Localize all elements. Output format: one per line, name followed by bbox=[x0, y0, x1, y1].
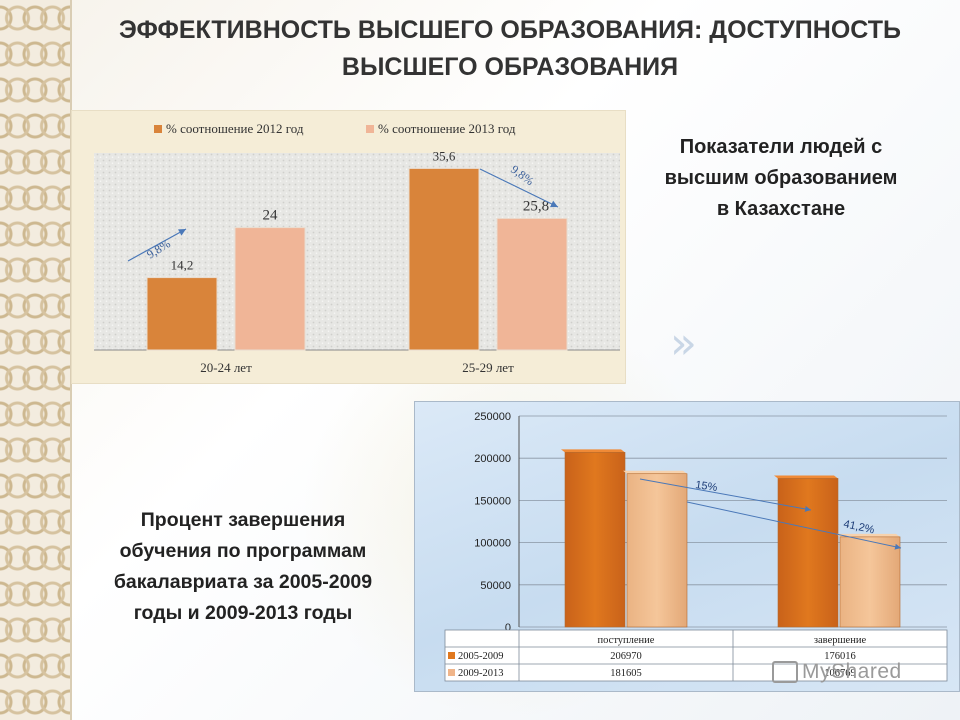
ornament-border bbox=[0, 0, 72, 720]
data-label: 25,8 bbox=[523, 198, 549, 214]
change-arrow bbox=[127, 228, 187, 262]
table-series-label: 2009-2013 bbox=[458, 668, 504, 679]
bar-top bbox=[561, 449, 625, 453]
chevron-decoration-icon: » bbox=[670, 318, 697, 369]
bar bbox=[146, 277, 218, 351]
left-caption: Процент завершения обучения по программа… bbox=[78, 505, 408, 629]
y-tick-label: 100000 bbox=[474, 538, 511, 550]
table-series-label: 2005-2009 bbox=[458, 651, 504, 662]
bar bbox=[234, 227, 306, 351]
completion-chart: 0 50000 100000 150000 200000 250000 15% 41,2% по… bbox=[414, 401, 960, 692]
title-line-1: ЭФФЕКТИВНОСТЬ ВЫСШЕГО ОБРАЗОВАНИЯ: ДОСТУ… bbox=[119, 16, 901, 44]
right-caption-line: Показатели людей с bbox=[679, 136, 883, 158]
y-tick-label: 0 bbox=[505, 622, 511, 634]
legend-label: % соотношение 2013 год bbox=[378, 121, 516, 136]
presentation-icon bbox=[772, 661, 798, 684]
left-caption-line: бакалавриата за 2005-2009 bbox=[113, 571, 373, 593]
bar bbox=[496, 217, 568, 351]
table-cell: 206970 bbox=[610, 651, 642, 662]
bar bbox=[564, 452, 626, 628]
y-tick-label: 250000 bbox=[474, 411, 511, 423]
change-arrow bbox=[686, 501, 902, 550]
bar-top bbox=[774, 475, 838, 479]
right-caption: Показатели людей с высшим образованием в… bbox=[636, 132, 926, 225]
table-header: поступление bbox=[598, 635, 655, 646]
y-tick-label: 200000 bbox=[474, 453, 511, 465]
bar bbox=[408, 167, 480, 351]
annotation-label: 15% bbox=[695, 479, 719, 494]
left-caption-line: обучения по программам bbox=[119, 540, 367, 562]
change-arrow bbox=[479, 168, 559, 208]
watermark-logo: MyShared bbox=[772, 660, 902, 684]
left-caption-line: годы и 2009-2013 годы bbox=[133, 602, 353, 624]
table-cell: 106769 bbox=[824, 668, 856, 679]
y-tick-label: 150000 bbox=[474, 495, 511, 507]
category-label: 25-29 лет bbox=[462, 360, 514, 375]
table-header: завершение bbox=[814, 635, 867, 646]
legend-swatch bbox=[448, 652, 455, 659]
data-label: 35,6 bbox=[433, 148, 456, 163]
bar bbox=[777, 478, 839, 628]
right-caption-line: высшим образованием bbox=[664, 167, 898, 189]
bar bbox=[626, 473, 688, 628]
table-cell: 176016 bbox=[824, 651, 856, 662]
data-table bbox=[444, 629, 948, 682]
completion-chart-svg: 0 50000 100000 150000 200000 250000 15% 41,2% по… bbox=[444, 411, 948, 682]
legend-label: % соотношение 2012 год bbox=[166, 121, 304, 136]
change-arrow bbox=[639, 478, 812, 512]
y-tick-label: 50000 bbox=[480, 580, 511, 592]
age-education-chart: % соотношение 2012 год % соотношение 2013… bbox=[71, 110, 626, 384]
data-label: 24 bbox=[263, 208, 279, 224]
age-education-chart-svg: % соотношение 2012 год % соотношение 2013… bbox=[94, 121, 620, 375]
title-line-2: ВЫСШЕГО ОБРАЗОВАНИЯ bbox=[341, 53, 679, 81]
category-label: 20-24 лет bbox=[200, 360, 252, 375]
right-caption-line: в Казахстане bbox=[716, 198, 846, 220]
legend-swatch bbox=[448, 669, 455, 676]
legend-swatch bbox=[154, 125, 162, 133]
table-cell: 181605 bbox=[610, 668, 642, 679]
legend-swatch bbox=[366, 125, 374, 133]
bar-top bbox=[623, 470, 687, 474]
watermark-text: MyShared bbox=[802, 660, 902, 683]
slide-title: ЭФФЕКТИВНОСТЬ ВЫСШЕГО ОБРАЗОВАНИЯ: ДОСТУ… bbox=[80, 12, 940, 86]
data-label: 14,2 bbox=[171, 258, 194, 273]
annotation-label: 41,2% bbox=[842, 518, 875, 536]
bar bbox=[839, 536, 901, 628]
left-caption-line: Процент завершения bbox=[140, 509, 346, 531]
bar-top bbox=[836, 533, 900, 537]
